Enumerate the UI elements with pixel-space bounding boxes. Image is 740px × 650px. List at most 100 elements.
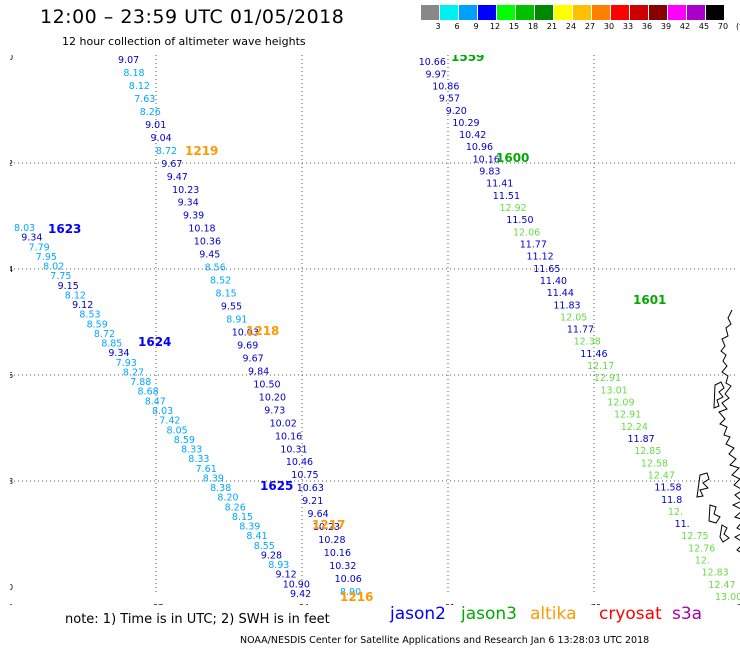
wave-height-value: 9.69 [237, 341, 258, 352]
wave-height-value: 9.83 [479, 167, 500, 178]
wave-height-value: 11.83 [553, 300, 580, 311]
wave-height-value: 7.93 [116, 358, 137, 369]
wave-height-value: 8.72 [94, 329, 115, 340]
wave-height-value: 11.51 [493, 191, 520, 202]
wave-height-value: 9.34 [21, 233, 42, 244]
wave-height-value: 9.20 [446, 106, 467, 117]
wave-height-value: 8.93 [268, 560, 289, 571]
wave-height-value: 8.12 [129, 81, 150, 92]
wave-height-value: 8.91 [226, 315, 247, 326]
wave-height-value: 9.57 [439, 94, 460, 105]
wave-height-value: 7.63 [134, 94, 155, 105]
wave-height-value: 11.87 [628, 434, 655, 445]
wave-height-value: 9.01 [145, 120, 166, 131]
pass-time-label: 1218 [246, 324, 279, 338]
wave-height-value: 10.18 [188, 224, 215, 235]
wave-height-value: 10.86 [432, 82, 459, 93]
color-scale-swatch [478, 5, 496, 20]
wave-height-value: 12.91 [594, 373, 621, 384]
color-scale-label: 3 [435, 22, 441, 31]
legend-jason3: jason3 [461, 604, 517, 624]
wave-height-value: 11.65 [533, 264, 560, 275]
wave-height-value: 8.26 [140, 107, 161, 118]
wave-height-value: 10.06 [335, 574, 362, 585]
wave-height-value: 9.28 [261, 551, 282, 562]
wave-height-value: 10.50 [253, 379, 280, 390]
color-scale-swatch [440, 5, 458, 20]
wave-height-value: 8.26 [225, 502, 246, 513]
wave-height-value: 9.55 [221, 302, 242, 313]
legend-altika: altika [530, 604, 577, 624]
wave-height-value: 12.58 [641, 458, 668, 469]
wave-height-value: 8.15 [232, 512, 253, 523]
wave-height-value: 10.46 [286, 457, 313, 468]
color-scale-swatch [687, 5, 705, 20]
wave-height-value: 12.76 [688, 543, 715, 554]
wave-height-value: 10.90 [283, 579, 310, 590]
wave-height-value: 7.42 [159, 416, 180, 427]
color-scale-swatch [592, 5, 610, 20]
wave-height-value: 8.38 [210, 483, 231, 494]
color-scale-label: 24 [565, 22, 577, 31]
wave-height-value: 8.85 [101, 339, 122, 350]
color-scale-label: 39 [660, 22, 672, 31]
pass-time-label: 1623 [48, 222, 81, 236]
wave-height-value: 9.42 [290, 589, 311, 600]
wave-height-value: 10.75 [291, 470, 318, 481]
wave-height-value: 8.33 [181, 445, 202, 456]
legend-cryosat: cryosat [599, 604, 662, 624]
wave-height-value: 11.41 [486, 179, 513, 190]
wave-height-value: 12.47 [708, 580, 735, 591]
lat-tick-label: -50 [10, 583, 13, 592]
wave-height-value: 12.83 [702, 568, 729, 579]
wave-height-value: 9.67 [243, 353, 264, 364]
lon-tick-label: -81 [442, 603, 455, 605]
wave-height-value: 8.59 [87, 319, 108, 330]
wave-height-value: 11.58 [654, 483, 681, 494]
pass-time-label: 1559 [451, 55, 484, 64]
wave-height-value: 10.96 [466, 142, 493, 153]
color-scale-swatch [668, 5, 686, 20]
wave-height-value: 9.12 [276, 570, 297, 581]
wave-height-value: 10.42 [459, 130, 486, 141]
color-scale-label: (ft) [735, 22, 740, 31]
wave-height-map: -40 -42 -44 -46 -48 -50 -90 -87 -84 -81 -78 -75 9.0… [10, 55, 740, 605]
wave-height-value: 8.90 [340, 587, 361, 598]
wave-height-value: 8.41 [246, 531, 267, 542]
wave-height-value: 10.79 [412, 55, 439, 56]
wave-height-value: 9.73 [264, 405, 285, 416]
color-scale-swatch [611, 5, 629, 20]
wave-height-value: 7.95 [36, 252, 57, 263]
wave-height-value: 12.05 [560, 312, 587, 323]
wave-height-value: 9.21 [302, 496, 323, 507]
lon-tick-label: -84 [296, 603, 309, 605]
wave-height-value: 9.39 [183, 211, 204, 222]
wave-height-value: 9.45 [199, 250, 220, 261]
wave-height-value: 10.31 [280, 444, 307, 455]
lat-tick-label: -48 [10, 477, 13, 486]
wave-height-value: 12.09 [607, 398, 634, 409]
wave-height-value: 8.27 [123, 368, 144, 379]
wave-height-value: 9.34 [108, 348, 129, 359]
lat-tick-label: -40 [10, 55, 13, 62]
color-scale-swatch [497, 5, 515, 20]
wave-height-value: 12.75 [681, 531, 708, 542]
wave-height-value: 11.44 [547, 288, 574, 299]
wave-height-value: 12.85 [634, 446, 661, 457]
wave-height-value: 8.12 [65, 290, 86, 301]
color-scale-swatch [535, 5, 553, 20]
wave-height-value: 12.06 [513, 227, 540, 238]
lat-tick-label: -42 [10, 159, 13, 168]
wave-height-value: 8.52 [210, 276, 231, 287]
color-scale-label: 18 [527, 22, 539, 31]
color-scale-label: 45 [698, 22, 710, 31]
color-scale-swatch [573, 5, 591, 20]
color-scale-swatch [554, 5, 572, 20]
pass-time-label: 1601 [633, 293, 666, 307]
lon-tick-label: -78 [588, 603, 601, 605]
wave-height-value: 11. [675, 519, 690, 530]
chart-title: 12:00 – 23:59 UTC 01/05/2018 [40, 6, 345, 28]
coastline [696, 309, 740, 553]
color-scale-swatch [421, 5, 439, 20]
wave-height-value: 8.68 [138, 387, 159, 398]
